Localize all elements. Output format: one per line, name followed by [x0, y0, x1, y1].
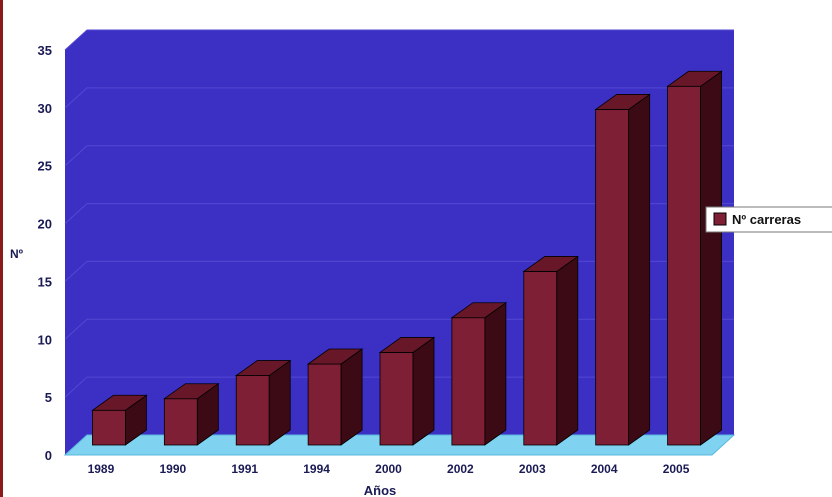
bar-side	[700, 70, 722, 446]
gridlines	[64, 29, 734, 398]
bar-side	[412, 336, 435, 446]
bar-side	[556, 255, 579, 446]
y-tick-label: 0	[45, 448, 52, 463]
bar-2000	[378, 336, 436, 446]
x-axis-label: Años	[364, 483, 397, 497]
x-tick-label: 1990	[159, 462, 186, 476]
bar-top	[666, 70, 723, 87]
gridline	[64, 29, 734, 51]
y-tick-label: 10	[38, 332, 52, 347]
x-tick-label: 2003	[519, 462, 546, 476]
bar-1991	[234, 359, 292, 446]
bar-1990	[163, 382, 220, 446]
y-axis-label: Nº	[10, 247, 24, 261]
bar-top	[522, 256, 580, 272]
y-tick-label: 30	[38, 101, 52, 116]
bar-1994	[306, 348, 364, 446]
bar-top	[378, 337, 436, 353]
bar-2004	[594, 93, 651, 446]
y-tick-label: 15	[38, 274, 52, 289]
bar-2002	[450, 301, 508, 446]
bar-top	[91, 394, 148, 411]
y-axis-ticks: 0 5 10 15 20 25 30 35	[38, 43, 52, 463]
gridline	[64, 260, 734, 282]
x-tick-label: 2004	[591, 462, 618, 476]
bar-top	[163, 383, 220, 400]
bar-front	[163, 398, 198, 446]
bar-front	[307, 363, 342, 446]
legend-box	[705, 206, 832, 233]
bar-top	[234, 360, 292, 376]
bars	[91, 70, 723, 446]
bar-side	[340, 348, 363, 446]
gridline	[64, 203, 734, 224]
x-axis-ticks: 1989 1990 1991 1994 2000 2002 2003 2004 2005	[88, 462, 690, 476]
bar-top	[450, 302, 508, 319]
y-tick-label: 5	[45, 390, 52, 405]
bar-top	[306, 348, 364, 365]
y-tick-label: 20	[38, 217, 52, 232]
x-tick-label: 1989	[88, 462, 115, 476]
bar-side	[484, 301, 507, 446]
gridline	[64, 145, 734, 167]
gridline	[64, 87, 734, 109]
legend-swatch	[713, 212, 727, 226]
bar-front	[667, 85, 701, 446]
bar-front	[379, 352, 414, 446]
left-border-rule	[0, 0, 3, 497]
legend: Nº carreras	[705, 206, 832, 233]
bar-2005	[666, 70, 723, 446]
x-tick-label: 2002	[447, 462, 474, 476]
bar-1989	[91, 394, 148, 446]
bar-top	[594, 94, 651, 110]
bar-front	[235, 375, 270, 446]
bar-front	[451, 317, 486, 446]
bar-front	[92, 409, 126, 446]
bar-2003	[522, 255, 580, 446]
gridline	[64, 318, 734, 340]
bar-side	[628, 93, 651, 446]
bar-front	[595, 109, 630, 446]
gridline	[64, 376, 734, 398]
x-tick-label: 2000	[375, 462, 402, 476]
bar-front	[523, 271, 558, 446]
legend-label: Nº carreras	[732, 212, 801, 227]
x-tick-label: 1994	[303, 462, 330, 476]
x-tick-label: 1991	[231, 462, 258, 476]
y-tick-label: 25	[38, 159, 52, 174]
y-tick-label: 35	[38, 43, 52, 58]
x-tick-label: 2005	[663, 462, 690, 476]
